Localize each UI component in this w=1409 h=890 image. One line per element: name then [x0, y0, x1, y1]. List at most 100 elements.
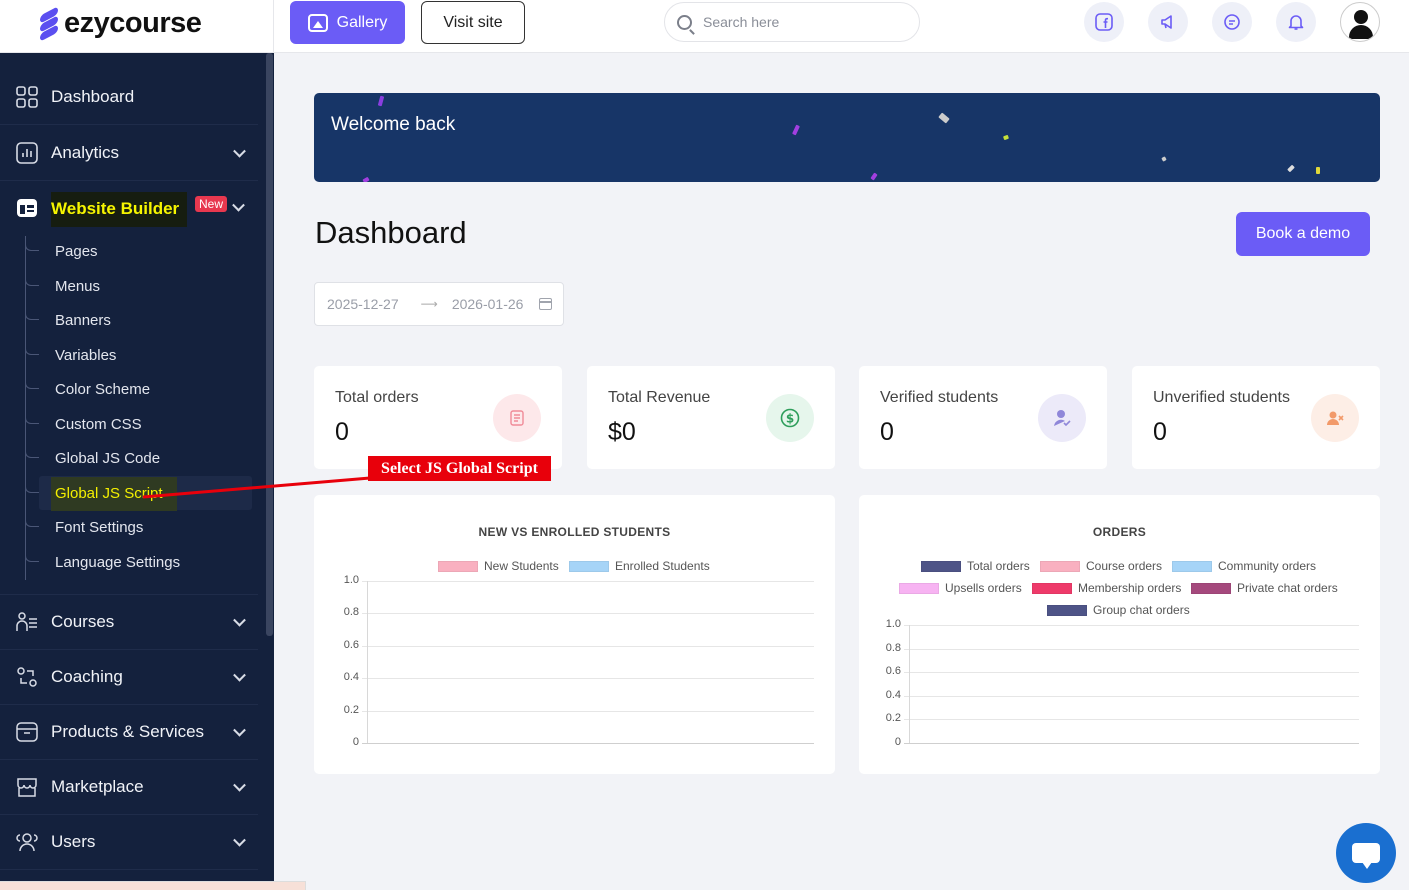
chart-card-students: NEW VS ENROLLED STUDENTS New Students Enr…: [314, 495, 835, 774]
facebook-icon[interactable]: [1084, 2, 1124, 42]
visit-site-button[interactable]: Visit site: [421, 1, 525, 44]
legend-label: Total orders: [967, 559, 1030, 573]
y-tick-label: 0.4: [885, 688, 901, 701]
sidebar-item-label: Website Builder: [51, 199, 180, 218]
sidebar-item-coaching[interactable]: Coaching: [0, 649, 258, 705]
chat-widget-button[interactable]: [1336, 823, 1396, 883]
stat-card-total-revenue: Total Revenue $0 $: [587, 366, 835, 469]
y-tick-label: 0.6: [885, 665, 901, 678]
stat-card-unverified-students: Unverified students 0: [1132, 366, 1380, 469]
legend-item[interactable]: Community orders: [1172, 559, 1316, 573]
sub-item-global-js-code[interactable]: Global JS Code: [25, 443, 160, 473]
legend-item[interactable]: Private chat orders: [1191, 581, 1338, 595]
y-tick-label: 0.8: [885, 641, 901, 654]
svg-text:$: $: [786, 412, 794, 426]
chevron-down-icon: [233, 668, 246, 682]
search-input[interactable]: [703, 14, 903, 30]
sub-item-label: Custom CSS: [55, 415, 142, 433]
legend-item[interactable]: Enrolled Students: [569, 559, 710, 573]
submenu-tree-line: [25, 236, 26, 580]
sidebar-item-label: Dashboard: [51, 86, 135, 106]
stat-value: 0: [1153, 418, 1167, 446]
stat-card-verified-students: Verified students 0: [859, 366, 1107, 469]
chart-icon: [16, 141, 38, 164]
sidebar-item-courses[interactable]: Courses: [0, 594, 258, 650]
products-icon: [16, 721, 38, 743]
chat-icon[interactable]: [1212, 2, 1252, 42]
sub-item-color-scheme[interactable]: Color Scheme: [25, 374, 150, 404]
sidebar-item-users[interactable]: Users: [0, 814, 258, 870]
stat-title: Total orders: [335, 389, 419, 406]
legend-swatch: [1172, 560, 1212, 572]
coaching-icon: [16, 666, 38, 688]
gridline: [362, 581, 814, 582]
gallery-button[interactable]: Gallery: [290, 1, 405, 44]
search-box[interactable]: [664, 2, 920, 42]
sidebar-item-products-services[interactable]: Products & Services: [0, 704, 258, 760]
legend-item[interactable]: Upsells orders: [899, 581, 1022, 595]
builder-icon: [16, 197, 38, 219]
legend-label: Course orders: [1086, 559, 1163, 573]
chart-title: NEW VS ENROLLED STUDENTS: [478, 525, 671, 539]
sub-item-label: Banners: [55, 311, 111, 329]
user-avatar-icon[interactable]: [1340, 2, 1380, 42]
welcome-text: Welcome back: [331, 114, 456, 135]
y-axis: [909, 625, 910, 743]
legend-item[interactable]: Course orders: [1040, 559, 1162, 573]
sidebar: Dashboard Analytics Website Builder New …: [0, 53, 274, 890]
stat-value: 0: [880, 418, 894, 446]
sub-item-language-settings[interactable]: Language Settings: [25, 547, 180, 577]
sub-item-font-settings[interactable]: Font Settings: [25, 512, 143, 542]
legend-swatch: [1040, 560, 1080, 572]
date-range-picker[interactable]: 2025-12-27 ⟶ 2026-01-26: [314, 282, 564, 326]
sub-item-label: Color Scheme: [55, 380, 151, 398]
sidebar-item-marketplace[interactable]: Marketplace: [0, 759, 258, 815]
gridline: [362, 710, 814, 712]
legend-item[interactable]: Group chat orders: [1047, 603, 1190, 617]
gridline: [904, 695, 1359, 697]
legend-swatch: [921, 560, 961, 572]
legend-swatch: [569, 560, 609, 572]
sub-item-label: Font Settings: [55, 518, 144, 536]
sub-item-banners[interactable]: Banners: [25, 305, 111, 335]
y-tick-label: 0: [352, 736, 359, 748]
y-tick-label: 0.2: [343, 703, 359, 716]
calendar-icon[interactable]: [539, 298, 552, 310]
annotation-callout: Select JS Global Script: [368, 456, 551, 481]
legend-item[interactable]: Total orders: [921, 559, 1030, 573]
top-bar: ezycourse Gallery Visit site: [0, 0, 1409, 53]
sidebar-item-analytics[interactable]: Analytics: [0, 125, 258, 181]
megaphone-icon[interactable]: [1148, 2, 1188, 42]
gridline: [362, 613, 814, 615]
legend-item[interactable]: New Students: [438, 559, 559, 573]
chart-title: ORDERS: [1092, 525, 1147, 539]
sidebar-scrollbar[interactable]: [266, 53, 273, 636]
stat-value: $0: [608, 418, 636, 446]
sub-item-label: Menus: [55, 277, 101, 295]
sub-item-variables[interactable]: Variables: [25, 340, 116, 370]
chevron-down-icon: [233, 723, 246, 737]
verified-user-icon: [1038, 394, 1086, 442]
legend-swatch: [1047, 604, 1087, 616]
logo[interactable]: ezycourse: [38, 6, 202, 42]
sub-item-global-js-script[interactable]: Global JS Script: [25, 478, 163, 508]
book-demo-button[interactable]: Book a demo: [1236, 212, 1370, 256]
y-tick-label: 1.0: [343, 574, 359, 586]
sub-item-custom-css[interactable]: Custom CSS: [25, 409, 142, 439]
legend-label: Community orders: [1218, 559, 1317, 573]
sub-item-menus[interactable]: Menus: [25, 271, 100, 301]
sidebar-item-label: Users: [51, 831, 96, 851]
legend-item[interactable]: Membership orders: [1032, 581, 1181, 595]
stat-title: Verified students: [880, 389, 999, 406]
end-date[interactable]: 2026-01-26: [451, 296, 524, 312]
sidebar-item-dashboard[interactable]: Dashboard: [0, 69, 258, 125]
bell-icon[interactable]: [1276, 2, 1316, 42]
status-bar: [0, 881, 306, 890]
chevron-down-icon: [233, 144, 246, 158]
sub-item-pages[interactable]: Pages: [25, 236, 98, 266]
sub-item-label: Global JS Script: [55, 484, 163, 502]
gridline: [362, 678, 814, 680]
stat-title: Unverified students: [1153, 389, 1290, 406]
sidebar-item-website-builder[interactable]: [0, 180, 258, 236]
start-date[interactable]: 2025-12-27: [327, 296, 399, 312]
